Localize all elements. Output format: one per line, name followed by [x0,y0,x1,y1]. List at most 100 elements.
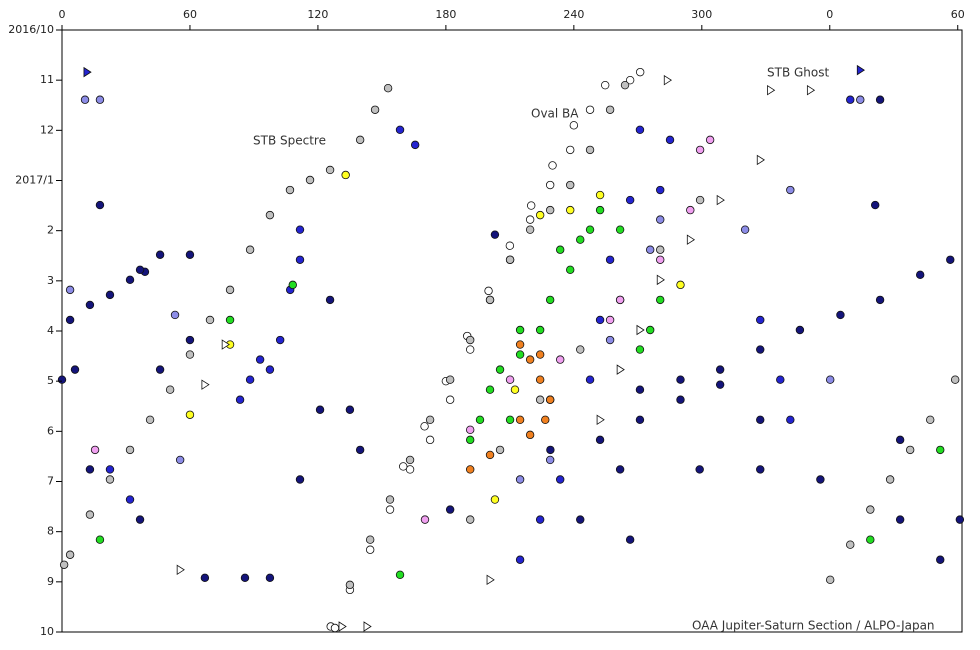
point [656,245,665,254]
point [515,475,525,484]
point [505,415,515,424]
point [405,455,415,465]
point [495,365,505,374]
point [686,234,696,245]
point [338,621,347,632]
point [515,350,525,359]
point [856,95,865,104]
point [165,385,175,394]
point [355,445,365,455]
point [535,515,545,524]
point [663,74,673,86]
point [895,435,905,445]
point [645,245,655,254]
point [866,535,875,544]
point [465,425,475,435]
point [656,295,665,305]
point [80,95,90,104]
point [275,335,285,345]
y-tick-label: 7 [47,475,54,488]
point [870,200,880,210]
point [569,121,579,130]
point [566,265,575,274]
point [915,270,925,280]
point [200,573,210,583]
point [445,395,455,404]
point [526,201,536,210]
point [605,255,615,264]
x-tick-label: 240 [563,8,584,21]
point [656,255,665,264]
point [295,475,305,484]
point [125,275,135,285]
point [410,140,420,150]
point [70,365,80,374]
point [515,340,525,349]
point [806,84,816,96]
point [325,295,335,305]
point [445,505,455,514]
point [615,225,625,234]
y-tick-label: 12 [40,123,54,136]
point [625,535,635,544]
point [836,310,845,320]
point [825,575,835,585]
point [716,194,725,206]
point [385,495,395,504]
point [656,185,665,195]
credit: OAA Jupiter-Saturn Section / ALPO-Japan [692,619,935,633]
point [505,255,515,264]
point [596,414,605,426]
point [875,95,885,104]
point [515,415,525,424]
point [756,415,765,424]
point [395,570,405,580]
y-tick-label: 2017/1 [15,174,54,187]
point [676,375,685,384]
point [656,274,665,286]
point [620,80,630,90]
point [105,465,115,474]
point [846,95,855,104]
point [545,295,555,305]
point [485,450,495,460]
point [465,435,475,445]
point [595,190,605,200]
point [341,170,350,180]
point [946,255,955,264]
point [425,435,435,445]
point [515,555,525,564]
y-tick-label: 3 [47,274,54,287]
point [490,230,500,239]
point [505,241,515,250]
point [740,225,750,234]
point [585,145,595,155]
point [555,245,565,254]
point [315,405,325,414]
point [85,465,95,474]
point [546,445,555,455]
point [955,515,965,524]
point [535,350,545,359]
point [95,95,105,104]
point [505,375,515,384]
point [595,435,605,445]
point [385,505,395,514]
point [665,135,675,145]
point [285,185,295,195]
point [85,300,95,310]
point [545,455,555,465]
point [399,462,408,471]
point [245,245,255,254]
x-tick-label: 60 [183,8,197,21]
point [295,225,305,234]
point [846,540,855,549]
point [895,515,905,524]
point [566,205,575,215]
annotation: STB Spectre [253,134,326,148]
point [135,515,145,524]
point [145,415,155,424]
point [636,324,645,336]
point [59,560,69,569]
